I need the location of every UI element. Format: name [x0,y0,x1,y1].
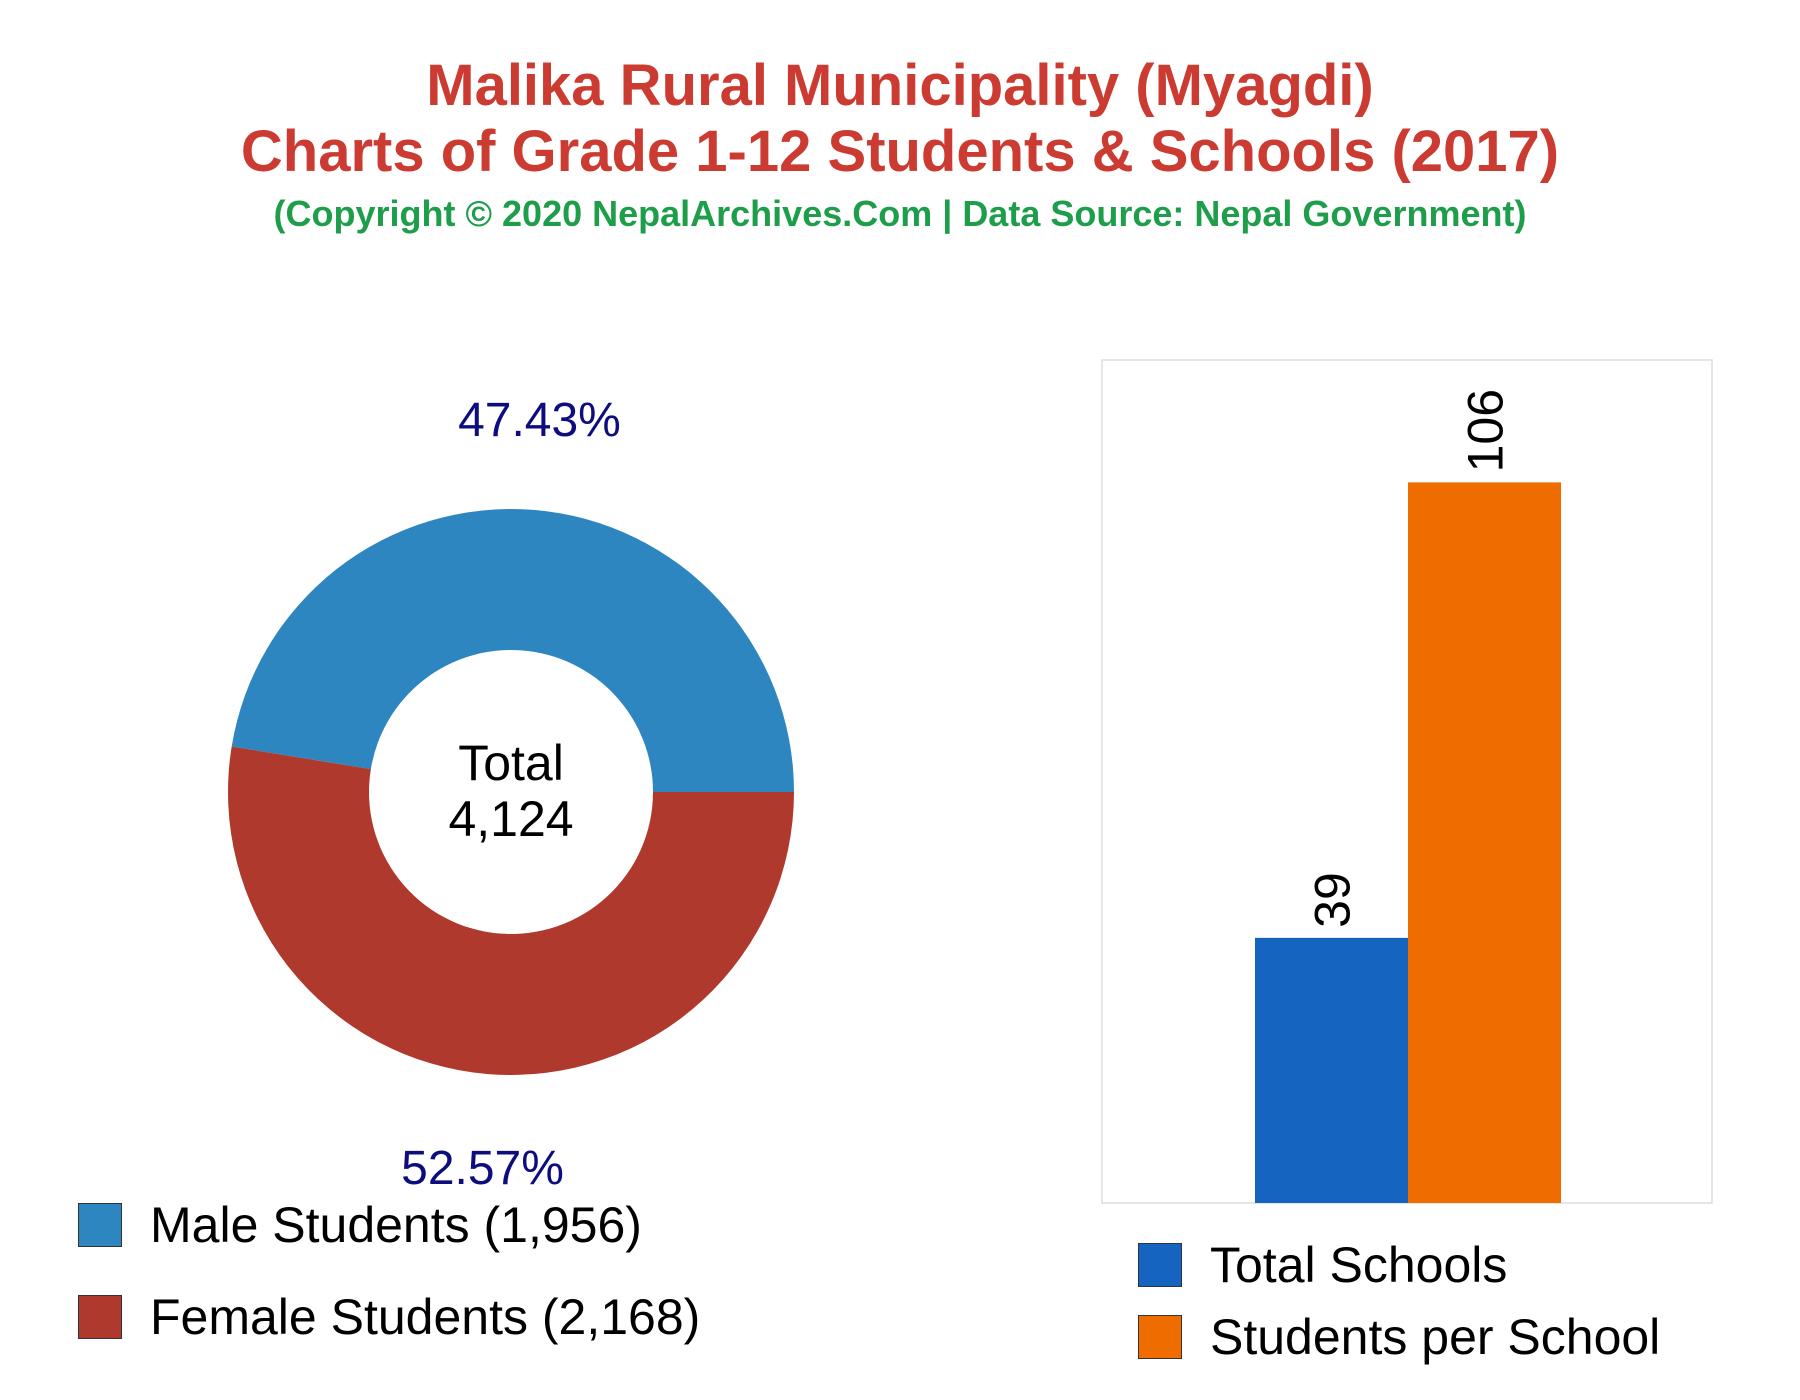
bar-students-per-school [1408,482,1561,1203]
legend-item-male: Male Students (1,956) [78,1196,642,1254]
legend-item-students-per-school: Students per School [1138,1308,1660,1366]
legend-swatch-male [78,1203,122,1247]
chart-title-line1: Malika Rural Municipality (Myagdi) [426,53,1374,118]
donut-center-label-total: 4,124 [448,791,573,847]
legend-label-female: Female Students (2,168) [150,1289,701,1345]
legend-item-female: Female Students (2,168) [78,1288,700,1346]
chart-title-line2: Charts of Grade 1-12 Students & Schools … [240,119,1560,184]
donut-slice-female [228,746,795,1075]
bar-chart: 39 106 [1101,359,1713,1204]
legend-item-total-schools: Total Schools [1138,1236,1507,1294]
donut-percent-label-female: 52.57% [401,1142,564,1195]
bar-value-label-total-schools: 39 [1305,872,1361,928]
legend-label-total-schools: Total Schools [1210,1237,1508,1293]
legend-swatch-students-per-school [1138,1315,1182,1359]
donut-percent-label-male: 47.43% [458,394,621,447]
donut-slice-male [231,508,795,792]
legend-swatch-female [78,1295,122,1339]
donut-center-label-title: Total [458,735,564,791]
copyright-line: (Copyright © 2020 NepalArchives.Com | Da… [273,193,1527,234]
legend-label-students-per-school: Students per School [1210,1309,1661,1365]
legend-swatch-total-schools [1138,1243,1182,1287]
bar-value-label-students-per-school: 106 [1458,389,1514,472]
legend-label-male: Male Students (1,956) [150,1197,642,1253]
bar-total-schools [1255,937,1408,1203]
